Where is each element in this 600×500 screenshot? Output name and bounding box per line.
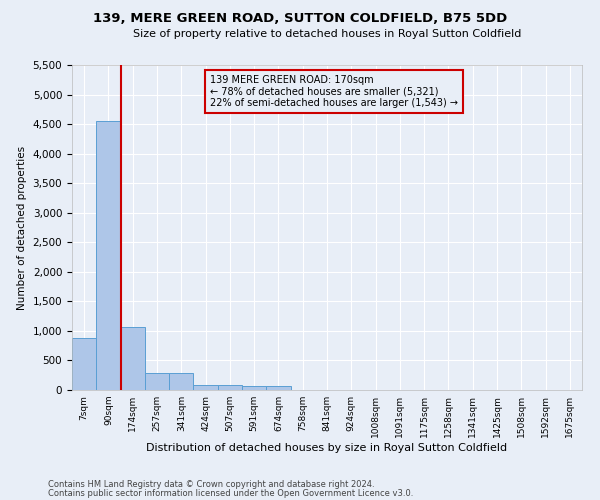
- Text: 139, MERE GREEN ROAD, SUTTON COLDFIELD, B75 5DD: 139, MERE GREEN ROAD, SUTTON COLDFIELD, …: [93, 12, 507, 26]
- Text: Contains public sector information licensed under the Open Government Licence v3: Contains public sector information licen…: [48, 490, 413, 498]
- Title: Size of property relative to detached houses in Royal Sutton Coldfield: Size of property relative to detached ho…: [133, 29, 521, 39]
- Bar: [169, 373, 193, 390]
- Bar: [145, 373, 169, 390]
- Text: 139 MERE GREEN ROAD: 170sqm
← 78% of detached houses are smaller (5,321)
22% of : 139 MERE GREEN ROAD: 170sqm ← 78% of det…: [210, 74, 458, 108]
- Y-axis label: Number of detached properties: Number of detached properties: [17, 146, 27, 310]
- Bar: [96, 120, 121, 390]
- Bar: [72, 338, 96, 390]
- Bar: [121, 328, 145, 390]
- Bar: [218, 384, 242, 390]
- X-axis label: Distribution of detached houses by size in Royal Sutton Coldfield: Distribution of detached houses by size …: [146, 442, 508, 452]
- Bar: [242, 386, 266, 390]
- Bar: [193, 384, 218, 390]
- Bar: [266, 386, 290, 390]
- Text: Contains HM Land Registry data © Crown copyright and database right 2024.: Contains HM Land Registry data © Crown c…: [48, 480, 374, 489]
